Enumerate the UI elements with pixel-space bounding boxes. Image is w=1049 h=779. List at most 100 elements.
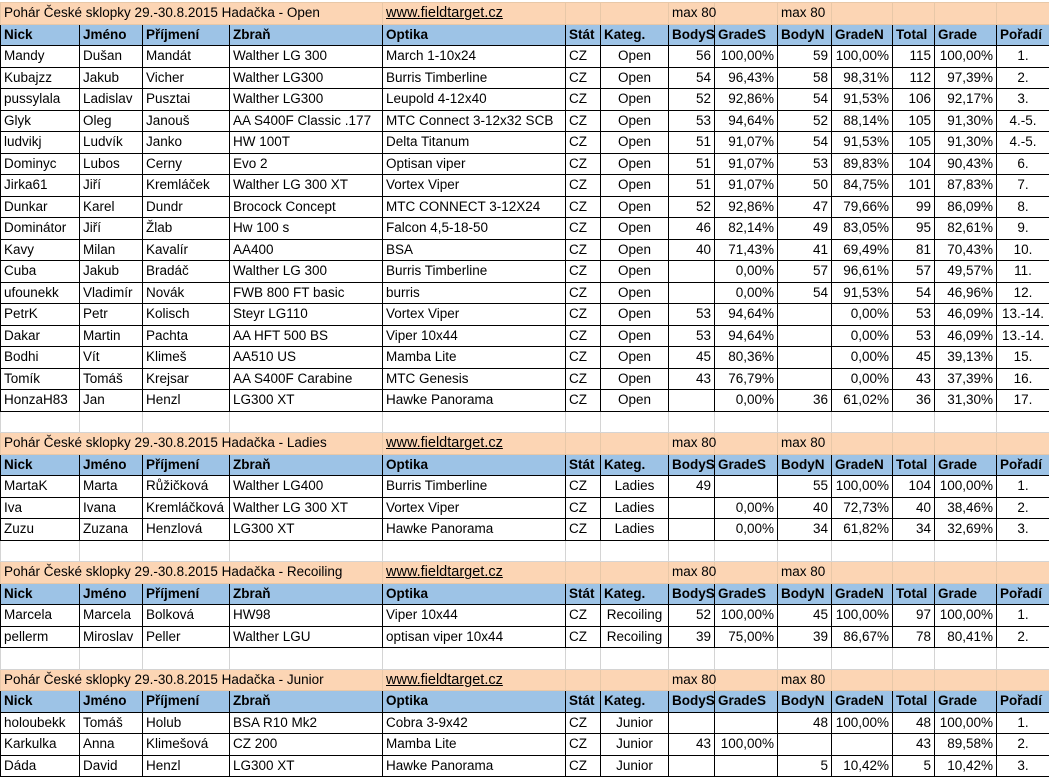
table-cell: 76,79% <box>715 368 778 390</box>
table-cell: 10. <box>997 239 1049 261</box>
table-cell: 53 <box>669 304 715 326</box>
empty-cell <box>143 411 230 433</box>
table-cell: MTC CONNECT 3-12X24 <box>383 196 566 218</box>
column-header: Jméno <box>80 454 143 476</box>
table-cell: CZ <box>566 476 601 498</box>
column-header: Grade <box>935 583 997 605</box>
column-header: Grade <box>935 24 997 46</box>
table-cell: 97 <box>893 605 935 627</box>
table-cell: AA HFT 500 BS <box>230 325 383 347</box>
table-cell: 112 <box>893 67 935 89</box>
table-cell: 91,53% <box>832 132 893 154</box>
empty-cell <box>778 411 832 433</box>
table-cell: Zuzu <box>1 519 80 541</box>
table-cell: Jiří <box>80 218 143 240</box>
column-header: Příjmení <box>143 454 230 476</box>
column-header: Stát <box>566 454 601 476</box>
empty-cell <box>935 669 997 691</box>
table-cell: Junior <box>601 755 669 777</box>
table-cell: 0,00% <box>715 497 778 519</box>
table-cell: 8. <box>997 196 1049 218</box>
table-cell: Walther LG300 <box>230 67 383 89</box>
table-cell: 105 <box>893 110 935 132</box>
url: www.fieldtarget.cz <box>383 562 566 584</box>
column-header: Zbraň <box>230 454 383 476</box>
column-header: Total <box>893 454 935 476</box>
table-cell: 115 <box>893 46 935 68</box>
column-header: Nick <box>1 583 80 605</box>
table-cell: 58 <box>778 67 832 89</box>
blank-row <box>1 648 1049 670</box>
table-cell: Henzl <box>143 390 230 412</box>
empty-cell <box>80 540 143 562</box>
table-cell: Marta <box>80 476 143 498</box>
table-cell: BSA <box>383 239 566 261</box>
table-cell: 92,17% <box>935 89 997 111</box>
table-cell: Brocock Concept <box>230 196 383 218</box>
empty-cell <box>715 562 778 584</box>
table-cell <box>669 755 715 777</box>
table-cell: MTC Genesis <box>383 368 566 390</box>
table-cell: Ladies <box>601 519 669 541</box>
table-cell: Walther LG 300 <box>230 261 383 283</box>
table-cell: Cobra 3-9x42 <box>383 712 566 734</box>
table-cell: CZ <box>566 347 601 369</box>
table-cell: 4.-5. <box>997 110 1049 132</box>
max-points: max 80 <box>778 3 832 25</box>
table-cell: 54 <box>893 282 935 304</box>
table-cell: Dundr <box>143 196 230 218</box>
table-cell: 80,36% <box>715 347 778 369</box>
empty-cell <box>601 411 669 433</box>
table-cell: Mamba Lite <box>383 734 566 756</box>
table-cell: 48 <box>778 712 832 734</box>
table-cell: CZ <box>566 325 601 347</box>
table-cell: Vortex Viper <box>383 304 566 326</box>
table-cell: 47 <box>778 196 832 218</box>
table-cell: Bradáč <box>143 261 230 283</box>
table-cell: 105 <box>893 132 935 154</box>
max-points: max 80 <box>778 433 832 455</box>
table-cell: 43 <box>893 734 935 756</box>
table-cell: Open <box>601 325 669 347</box>
empty-cell <box>669 411 715 433</box>
table-cell: 32,69% <box>935 519 997 541</box>
column-header: Total <box>893 24 935 46</box>
table-cell: Novák <box>143 282 230 304</box>
table-cell: 0,00% <box>832 304 893 326</box>
empty-cell <box>601 433 669 455</box>
table-cell: 104 <box>893 153 935 175</box>
empty-cell <box>832 669 893 691</box>
table-cell: Burris Timberline <box>383 476 566 498</box>
table-cell <box>778 325 832 347</box>
table-cell: Tomík <box>1 368 80 390</box>
table-cell: 70,43% <box>935 239 997 261</box>
table-cell: 104 <box>893 476 935 498</box>
table-cell: 49,57% <box>935 261 997 283</box>
table-cell: 1. <box>997 476 1049 498</box>
table-cell: HW98 <box>230 605 383 627</box>
column-header: Pořadí <box>997 454 1049 476</box>
table-cell: 69,49% <box>832 239 893 261</box>
table-cell: 0,00% <box>715 282 778 304</box>
table-cell: 100,00% <box>715 734 778 756</box>
table-cell: 78 <box>893 626 935 648</box>
empty-cell <box>1 648 80 670</box>
table-cell: 50 <box>778 175 832 197</box>
max-points: max 80 <box>778 562 832 584</box>
table-cell: Viper 10x44 <box>383 605 566 627</box>
table-cell: CZ <box>566 304 601 326</box>
table-cell: Open <box>601 153 669 175</box>
table-cell: 80,41% <box>935 626 997 648</box>
empty-cell <box>1 411 80 433</box>
table-cell: Ivana <box>80 497 143 519</box>
table-cell: Pusztai <box>143 89 230 111</box>
column-header: GradeN <box>832 583 893 605</box>
table-cell: 1. <box>997 605 1049 627</box>
column-header: Jméno <box>80 583 143 605</box>
table-cell: 0,00% <box>715 390 778 412</box>
